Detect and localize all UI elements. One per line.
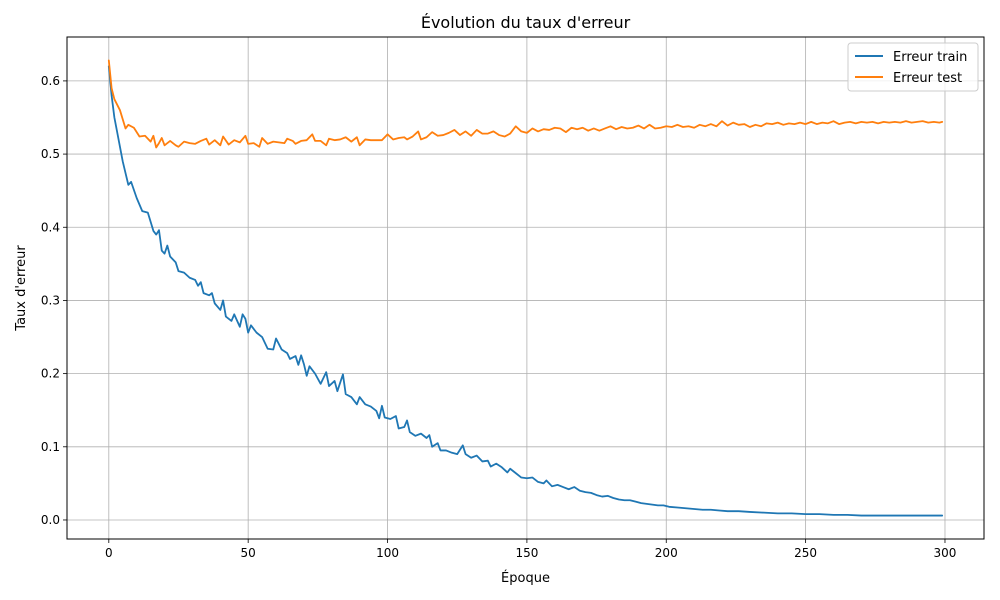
y-tick-label: 0.3 — [41, 293, 60, 307]
y-tick-label: 0.4 — [41, 220, 60, 234]
chart-title: Évolution du taux d'erreur — [421, 13, 631, 32]
series-line-test — [107, 59, 944, 149]
x-tick-label: 250 — [794, 546, 817, 560]
axis-ticks: 0 50 100 150 200 250 300 0.0 0.1 0.2 0.3 0.4 0.5 0.6 — [41, 74, 957, 560]
y-axis-label: Taux d'erreur — [14, 245, 29, 332]
x-tick-label: 150 — [515, 546, 538, 560]
x-axis-label: Époque — [501, 570, 550, 586]
legend: Erreur train Erreur test — [847, 42, 979, 92]
x-tick-label: 300 — [934, 546, 957, 560]
plot-lines — [107, 59, 944, 517]
series-line-train — [107, 65, 944, 517]
grid — [67, 37, 984, 539]
legend-label-test: Erreur test — [893, 71, 962, 86]
x-tick-label: 50 — [241, 546, 256, 560]
y-tick-label: 0.0 — [41, 513, 60, 527]
y-tick-label: 0.6 — [41, 74, 60, 88]
y-tick-label: 0.5 — [41, 147, 60, 161]
y-tick-label: 0.2 — [41, 367, 60, 381]
x-tick-label: 200 — [655, 546, 678, 560]
x-tick-label: 0 — [105, 546, 113, 560]
y-tick-label: 0.1 — [41, 440, 60, 454]
plot-frame — [66, 36, 985, 540]
legend-label-train: Erreur train — [893, 50, 967, 65]
x-tick-label: 100 — [376, 546, 399, 560]
